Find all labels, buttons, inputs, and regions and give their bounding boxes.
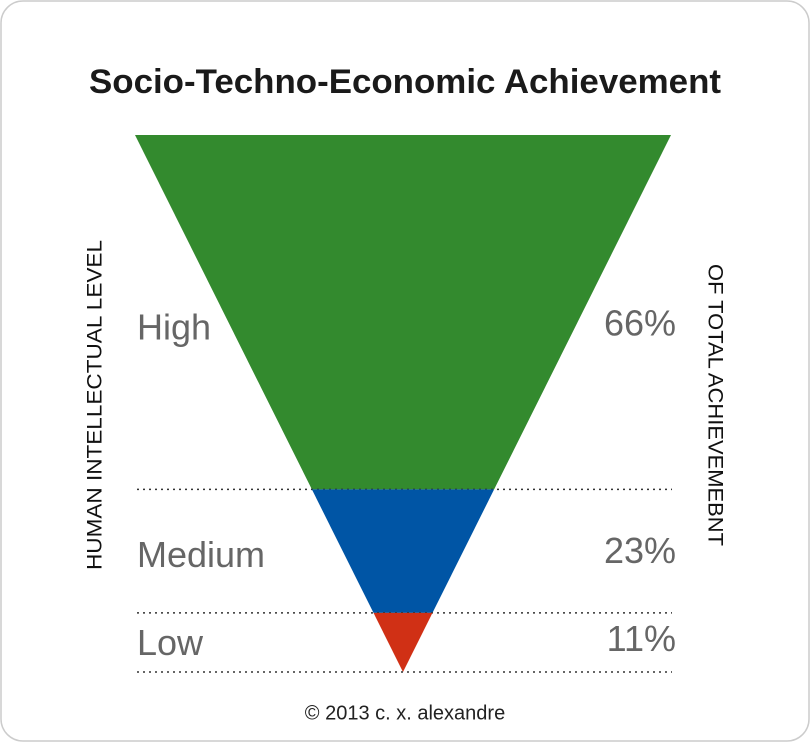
category-label: Medium: [137, 534, 265, 575]
funnel-segment: [373, 612, 433, 672]
value-label: 66%: [604, 302, 676, 343]
chart-title: Socio-Techno-Economic Achievement: [89, 63, 721, 101]
value-label: 23%: [604, 530, 676, 571]
category-label: Low: [137, 622, 204, 663]
value-label: 11%: [607, 618, 676, 659]
footer: © 2013 c. x. alexandre: [305, 702, 505, 724]
funnel-segment: [135, 135, 671, 490]
funnel-segment: [311, 489, 495, 613]
y2-axis-label: OF TOTAL ACHIEVEMEBNT: [703, 264, 726, 546]
y-axis-label: HUMAN INTELLECTUAL LEVEL: [84, 240, 107, 570]
category-label: High: [137, 306, 211, 347]
